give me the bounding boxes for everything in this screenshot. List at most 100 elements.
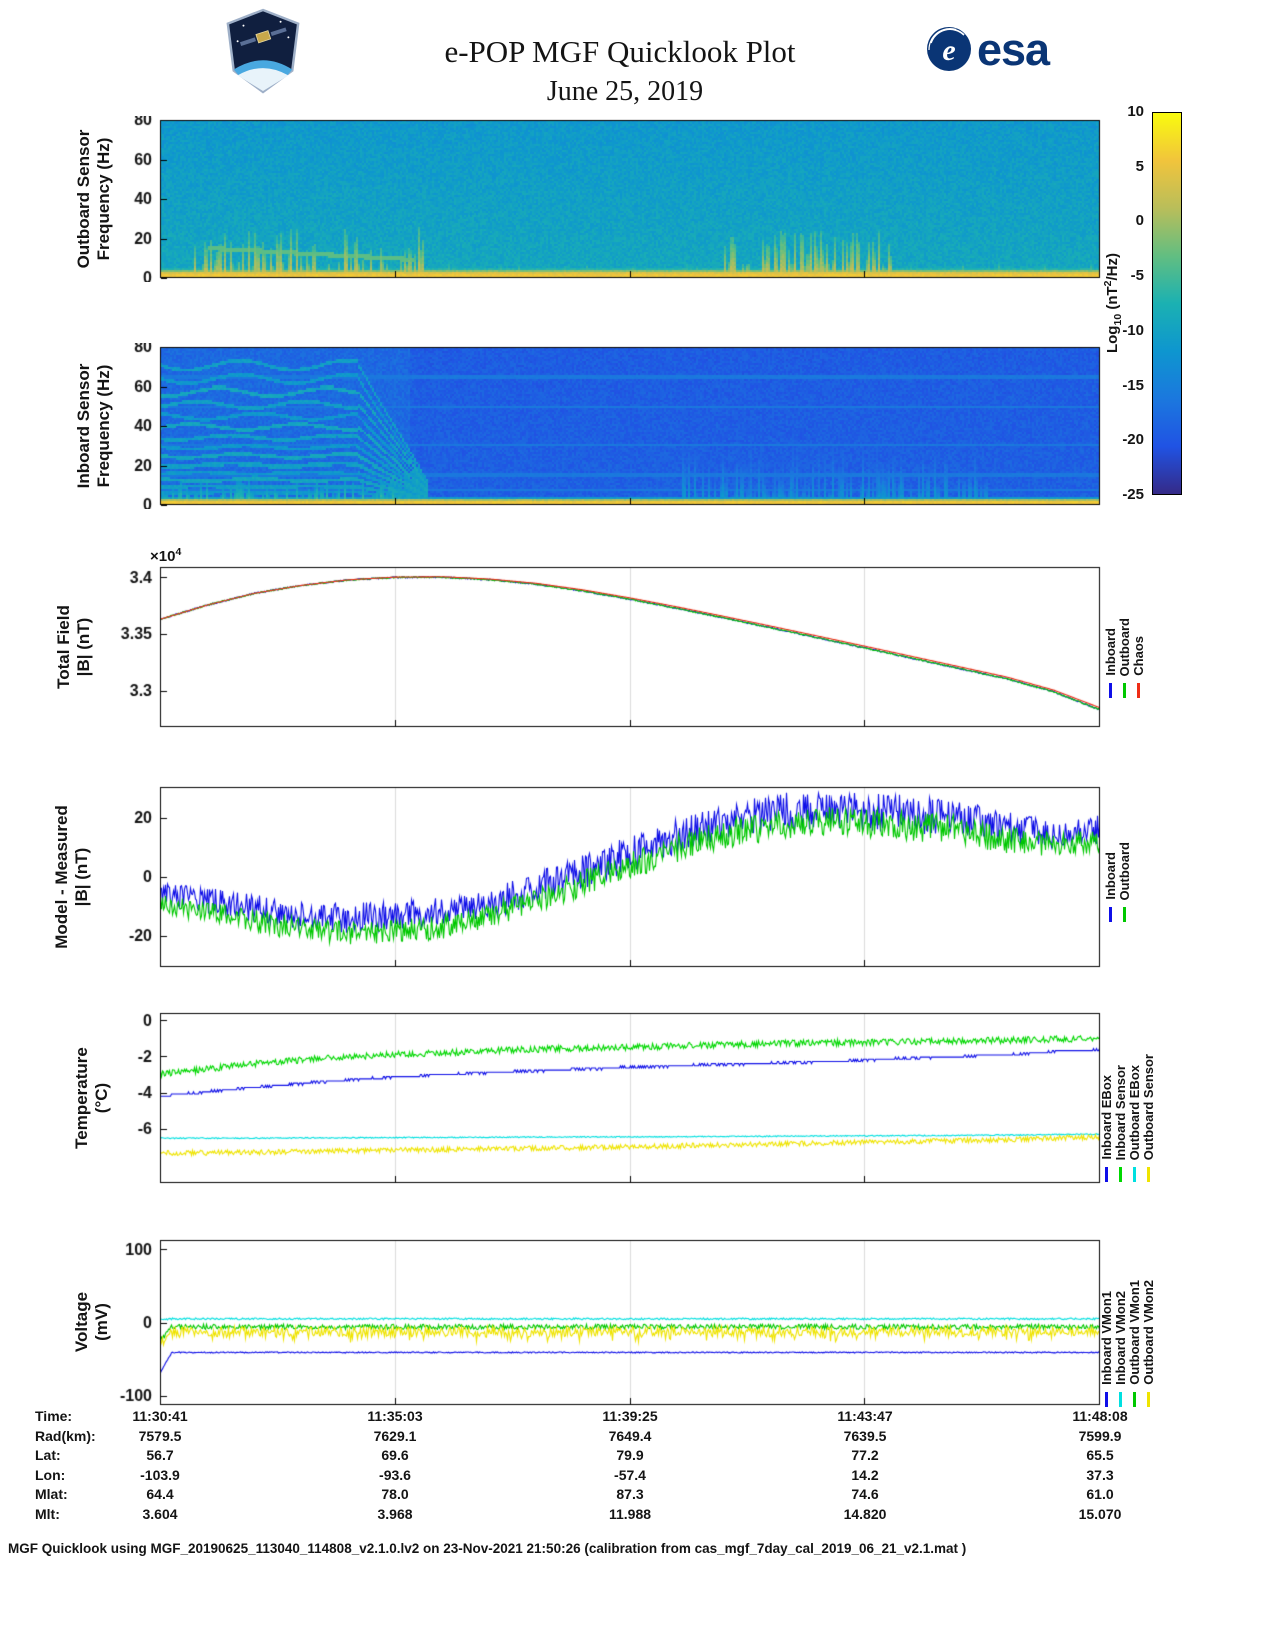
legend-line-sample: [1133, 1167, 1136, 1182]
legend-item: Inboard VMon2: [1113, 1243, 1128, 1407]
ephemeris-table: Time: 11:30:41 11:35:03 11:39:25 11:43:47 11:…: [0, 1408, 1275, 1525]
cassiope-mission-patch-logo: [226, 8, 300, 94]
esa-wordmark: esa: [977, 23, 1050, 75]
legend-item: Outboard Sensor: [1141, 1012, 1156, 1182]
legend-label: Outboard EBox: [1127, 1064, 1142, 1160]
ephemeris-row: Lat: 56.7 69.6 79.9 77.2 65.5: [0, 1447, 1275, 1467]
legend-line-sample: [1105, 1392, 1108, 1407]
colorbar-tick-label: -25: [1122, 486, 1144, 503]
ylabel-line: Total Field: [53, 605, 73, 689]
exponent-base: ×10: [150, 548, 176, 565]
legend-line-sample: [1147, 1167, 1150, 1182]
colorbar-label-part: (nT: [1104, 286, 1121, 314]
ephemeris-row: Lon: -103.9 -93.6 -57.4 14.2 37.3: [0, 1467, 1275, 1487]
ephemeris-value: 14.2: [851, 1466, 879, 1483]
ephemeris-value: 3.604: [142, 1505, 178, 1522]
legend-item: Inboard: [1103, 788, 1118, 922]
legend-item: Outboard: [1117, 788, 1132, 922]
inboard-spectrogram-canvas: [88, 343, 1106, 509]
ephemeris-row: Rad(km): 7579.5 7629.1 7649.4 7639.5 7599.9: [0, 1428, 1275, 1448]
legend-line-sample: [1119, 1167, 1122, 1182]
legend-line-sample: [1133, 1392, 1136, 1407]
ephemeris-row-label: Time:: [35, 1408, 73, 1424]
ephemeris-value: 64.4: [146, 1486, 174, 1502]
ephemeris-value: 74.6: [851, 1486, 879, 1502]
ephemeris-value: -93.6: [379, 1466, 411, 1483]
colorbar-label-part: 2: [1102, 280, 1114, 287]
outboard-spectrogram-ylabel: Outboard Sensor Frequency (Hz): [74, 130, 114, 269]
satellite-icon: [239, 27, 287, 46]
colorbar-label: Log10 (nT2/Hz): [1102, 253, 1124, 353]
legend-label: Inboard Sensor: [1113, 1064, 1128, 1160]
legend-label: Inboard VMon1: [1099, 1291, 1114, 1385]
ylabel-line: (mV): [92, 1303, 111, 1341]
model-measured-legend: Inboard Outboard: [1103, 788, 1132, 922]
legend-line-sample: [1109, 683, 1112, 698]
temperature-ylabel: Temperature (°C): [72, 1047, 112, 1149]
legend-label: Outboard VMon2: [1141, 1280, 1156, 1385]
ephemeris-value: 37.3: [1086, 1466, 1114, 1483]
colorbar-ticks: 10 5 0 -5 -10 -15 -20 -25: [1122, 103, 1182, 503]
ephemeris-value: 61.0: [1086, 1486, 1114, 1502]
temperature-canvas: [88, 1009, 1106, 1187]
ephemeris-value: 3.968: [377, 1505, 413, 1522]
ephemeris-value: 7639.5: [843, 1427, 887, 1444]
colorbar-tick-label: -20: [1122, 431, 1144, 449]
legend-line-sample: [1109, 907, 1112, 922]
model-measured-ylabel: Model - Measured |B| (nT): [52, 805, 92, 949]
colorbar-tick-label: 10: [1127, 103, 1144, 120]
ylabel-line: Frequency (Hz): [94, 364, 113, 488]
ylabel-line: |B| (nT): [74, 617, 93, 677]
ephemeris-value: 78.0: [381, 1486, 409, 1502]
colorbar-tick-label: 0: [1135, 212, 1144, 230]
legend-label: Inboard EBox: [1099, 1075, 1114, 1160]
legend-item: Outboard VMon2: [1141, 1243, 1156, 1407]
ephemeris-value: 11.988: [608, 1505, 652, 1522]
ephemeris-value: -57.4: [614, 1466, 646, 1483]
colorbar-label-part: 10: [1112, 313, 1124, 326]
temperature-legend: Inboard EBox Inboard Sensor Outboard EBo…: [1099, 1012, 1156, 1182]
legend-item: Inboard VMon1: [1099, 1243, 1114, 1407]
ephemeris-value: 79.9: [616, 1447, 644, 1463]
ephemeris-value: 77.2: [851, 1447, 879, 1463]
voltage-canvas: [88, 1236, 1106, 1409]
footer-caption: MGF Quicklook using MGF_20190625_113040_…: [8, 1541, 967, 1556]
ephemeris-value: 65.5: [1086, 1447, 1114, 1463]
ephemeris-value: 11:35:03: [367, 1408, 423, 1424]
legend-label: Outboard VMon1: [1127, 1280, 1142, 1385]
ylabel-line: Voltage: [71, 1291, 91, 1353]
legend-label: Chaos: [1131, 636, 1146, 676]
svg-text:e: e: [942, 34, 955, 67]
legend-item: Inboard: [1103, 572, 1118, 698]
legend-label: Inboard: [1103, 852, 1118, 900]
exponent-power: 4: [175, 546, 182, 558]
legend-label: Outboard: [1117, 617, 1132, 677]
ephemeris-value: 15.070: [1078, 1505, 1122, 1522]
ephemeris-row: Mlat: 64.4 78.0 87.3 74.6 61.0: [0, 1486, 1275, 1506]
legend-line-sample: [1147, 1392, 1150, 1407]
colorbar: 10 5 0 -5 -10 -15 -20 -25: [1122, 103, 1182, 503]
esa-logo: e esa: [926, 23, 1050, 75]
ephemeris-value: -103.9: [140, 1466, 180, 1483]
ylabel-line: Temperature: [71, 1047, 91, 1149]
voltage-legend: Inboard VMon1 Inboard VMon2 Outboard VMo…: [1099, 1243, 1156, 1407]
ephemeris-value: 11:48:08: [1072, 1408, 1128, 1424]
y-axis-exponent: ×104: [150, 546, 181, 565]
colorbar-tick-label: -15: [1122, 376, 1144, 394]
plot-date: June 25, 2019: [546, 76, 704, 107]
legend-line-sample: [1123, 683, 1126, 698]
colorbar-tick-label: -10: [1122, 321, 1144, 339]
legend-line-sample: [1123, 907, 1126, 922]
ephemeris-value: 7649.4: [608, 1427, 652, 1444]
legend-line-sample: [1105, 1167, 1108, 1182]
ephemeris-value: 7629.1: [373, 1427, 417, 1444]
legend-line-sample: [1119, 1392, 1122, 1407]
ylabel-line: Model - Measured: [51, 805, 71, 949]
colorbar-tick-label: 5: [1135, 157, 1144, 175]
ephemeris-value: 14.820: [843, 1505, 887, 1522]
ephemeris-value: 7599.9: [1078, 1427, 1122, 1444]
legend-line-sample: [1137, 683, 1140, 698]
legend-label: Outboard: [1117, 841, 1132, 901]
legend-item: Outboard VMon1: [1127, 1243, 1142, 1407]
ephemeris-row: Time: 11:30:41 11:35:03 11:39:25 11:43:47 11:…: [0, 1408, 1275, 1428]
